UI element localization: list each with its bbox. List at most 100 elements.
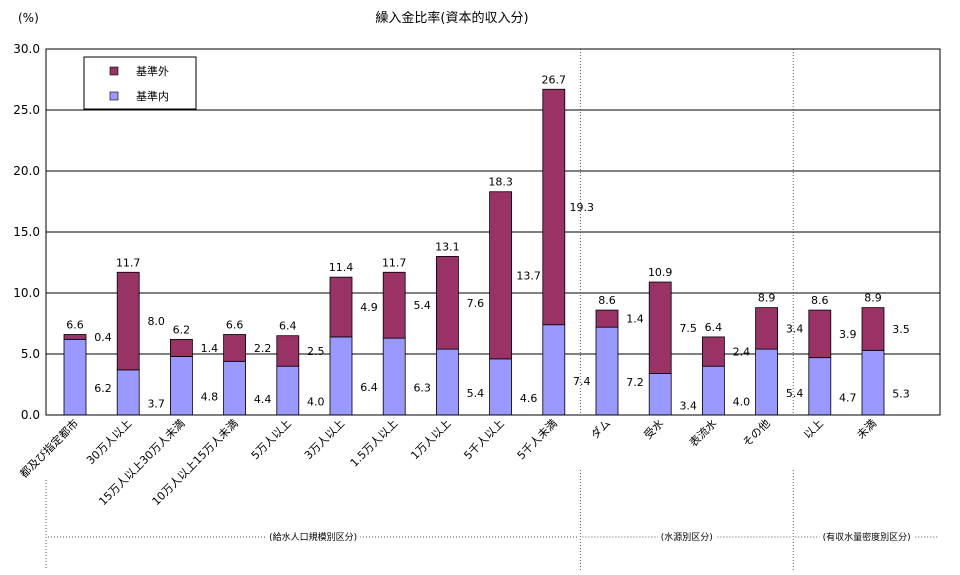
kijunnai-value-label: 6.3 bbox=[413, 382, 431, 395]
kijunnai-value-label: 3.4 bbox=[679, 399, 697, 412]
bar-segment-kijungai bbox=[116, 271, 140, 371]
kijungai-value-label: 7.6 bbox=[467, 297, 485, 310]
kijunnai-value-label: 5.4 bbox=[467, 387, 485, 400]
bar-segment-kijunnai bbox=[648, 373, 672, 416]
kijunnai-value-label: 7.4 bbox=[573, 375, 591, 388]
bar-segment-kijungai bbox=[489, 191, 513, 360]
bar-segment-kijungai bbox=[702, 336, 725, 367]
bar-segment-kijungai bbox=[169, 338, 193, 357]
kijungai-value-label: 2.2 bbox=[254, 342, 272, 355]
bar-segment-kijunnai bbox=[276, 365, 300, 416]
group-label-bg bbox=[657, 530, 716, 544]
bar-segment-kijungai bbox=[223, 334, 247, 362]
bar-segment-kijunnai bbox=[542, 324, 566, 416]
category-label: 受水 bbox=[642, 417, 667, 442]
category-label: 10万人以上15万人未満 bbox=[150, 417, 241, 508]
bar-segment-kijungai bbox=[755, 307, 778, 350]
category-label: ダム bbox=[588, 416, 613, 441]
y-unit-label: (%) bbox=[18, 11, 39, 25]
y-tick-label: 10.0 bbox=[13, 286, 40, 300]
bar-segment-kijunnai bbox=[435, 348, 459, 416]
bar-segment-kijunnai bbox=[169, 356, 193, 416]
group-label: (給水人口規模別区分) bbox=[269, 531, 357, 543]
kijungai-value-label: 13.7 bbox=[516, 269, 541, 282]
total-label: 18.3 bbox=[488, 176, 513, 189]
total-label: 11.4 bbox=[329, 261, 354, 274]
category-label: 15万人以上30万人未満 bbox=[96, 417, 187, 508]
bar-segment-kijungai bbox=[808, 309, 832, 359]
kijunnai-value-label: 6.2 bbox=[94, 382, 112, 395]
kijunnai-value-label: 5.4 bbox=[786, 387, 804, 400]
kijungai-value-label: 8.0 bbox=[147, 315, 165, 328]
category-label: 都及び指定都市 bbox=[17, 416, 81, 480]
total-label: 8.9 bbox=[758, 292, 776, 305]
bar-segment-kijunnai bbox=[63, 338, 87, 416]
category-label: 5万人以上 bbox=[249, 417, 294, 462]
y-tick-label: 5.0 bbox=[21, 347, 40, 361]
y-tick-label: 0.0 bbox=[21, 408, 40, 422]
total-label: 6.2 bbox=[173, 323, 191, 336]
category-label: 1万人以上 bbox=[408, 417, 453, 462]
kijungai-value-label: 1.4 bbox=[201, 342, 219, 355]
bar-segment-kijungai bbox=[329, 276, 353, 338]
total-label: 6.4 bbox=[279, 320, 297, 333]
bars bbox=[63, 88, 885, 416]
bar-segment-kijungai bbox=[542, 88, 566, 326]
total-label: 6.6 bbox=[66, 318, 84, 331]
kijungai-value-label: 5.4 bbox=[413, 299, 431, 312]
legend-swatch-kijunnai bbox=[109, 91, 119, 101]
group-label-bg bbox=[266, 530, 361, 544]
kijungai-value-label: 3.5 bbox=[892, 323, 910, 336]
bar-segment-kijunnai bbox=[382, 337, 406, 416]
kijungai-value-label: 2.4 bbox=[733, 346, 751, 359]
bar-segment-kijunnai bbox=[808, 357, 832, 416]
category-groups: (給水人口規模別区分) (水源別区分) (有収水量密度別区分) bbox=[45, 470, 938, 570]
plot-area-border bbox=[45, 48, 941, 416]
legend-label-kijungai: 基準外 bbox=[136, 64, 169, 78]
kijungai-value-label: 3.9 bbox=[839, 328, 857, 341]
kijunnai-value-label: 4.7 bbox=[839, 391, 857, 404]
kijungai-value-label: 7.5 bbox=[679, 322, 697, 335]
kijungai-value-label: 1.4 bbox=[626, 313, 644, 326]
bar-segment-kijunnai bbox=[595, 326, 619, 416]
bar-segment-kijungai bbox=[276, 335, 300, 367]
bar-segment-kijunnai bbox=[116, 369, 140, 416]
bar-segment-kijunnai bbox=[861, 349, 885, 416]
kijunnai-value-label: 3.7 bbox=[147, 397, 165, 410]
total-label: 8.6 bbox=[598, 294, 616, 307]
group-label: (水源別区分) bbox=[661, 531, 713, 543]
total-label: 8.6 bbox=[811, 294, 829, 307]
group-label: (有収水量密度別区分) bbox=[823, 531, 911, 543]
kijunnai-value-label: 6.4 bbox=[360, 381, 378, 394]
legend-label-kijunnai: 基準内 bbox=[136, 89, 169, 103]
category-label: 未満 bbox=[854, 417, 879, 442]
kijunnai-value-label: 4.6 bbox=[520, 392, 538, 405]
kijunnai-value-label: 4.8 bbox=[201, 391, 219, 404]
kijungai-value-label: 0.4 bbox=[94, 331, 112, 344]
kijunnai-value-label: 5.3 bbox=[892, 388, 910, 401]
kijunnai-value-label: 4.4 bbox=[254, 393, 272, 406]
kijungai-value-label: 2.5 bbox=[307, 345, 325, 358]
total-label: 8.9 bbox=[864, 292, 882, 305]
category-label: 3万人以上 bbox=[302, 417, 347, 462]
kijunnai-value-label: 4.0 bbox=[733, 396, 751, 409]
bar-segment-kijungai bbox=[861, 307, 885, 351]
bar-segment-kijungai bbox=[435, 255, 459, 350]
group-label-bg bbox=[819, 530, 914, 544]
bar-segment-kijungai bbox=[648, 281, 672, 374]
bar-segment-kijunnai bbox=[223, 360, 247, 416]
chart-title: 繰入金比率(資本的収入分) bbox=[375, 10, 528, 26]
legend-box bbox=[83, 56, 197, 110]
y-tick-label: 25.0 bbox=[13, 103, 40, 117]
kijunnai-value-label: 4.0 bbox=[307, 396, 325, 409]
bar-segment-kijunnai bbox=[489, 358, 513, 416]
total-label: 6.6 bbox=[226, 318, 244, 331]
legend-swatch-kijungai bbox=[109, 66, 119, 76]
value-labels: 6.6 6.2 0.4 11.7 3.7 8.0 6.2 4.8 1.4 6.6 4.4 2.2 6.4… bbox=[66, 73, 910, 412]
category-label: 表流水 bbox=[686, 416, 719, 449]
bar-segment-kijunnai bbox=[755, 348, 778, 416]
bar-segment-kijungai bbox=[63, 334, 87, 340]
